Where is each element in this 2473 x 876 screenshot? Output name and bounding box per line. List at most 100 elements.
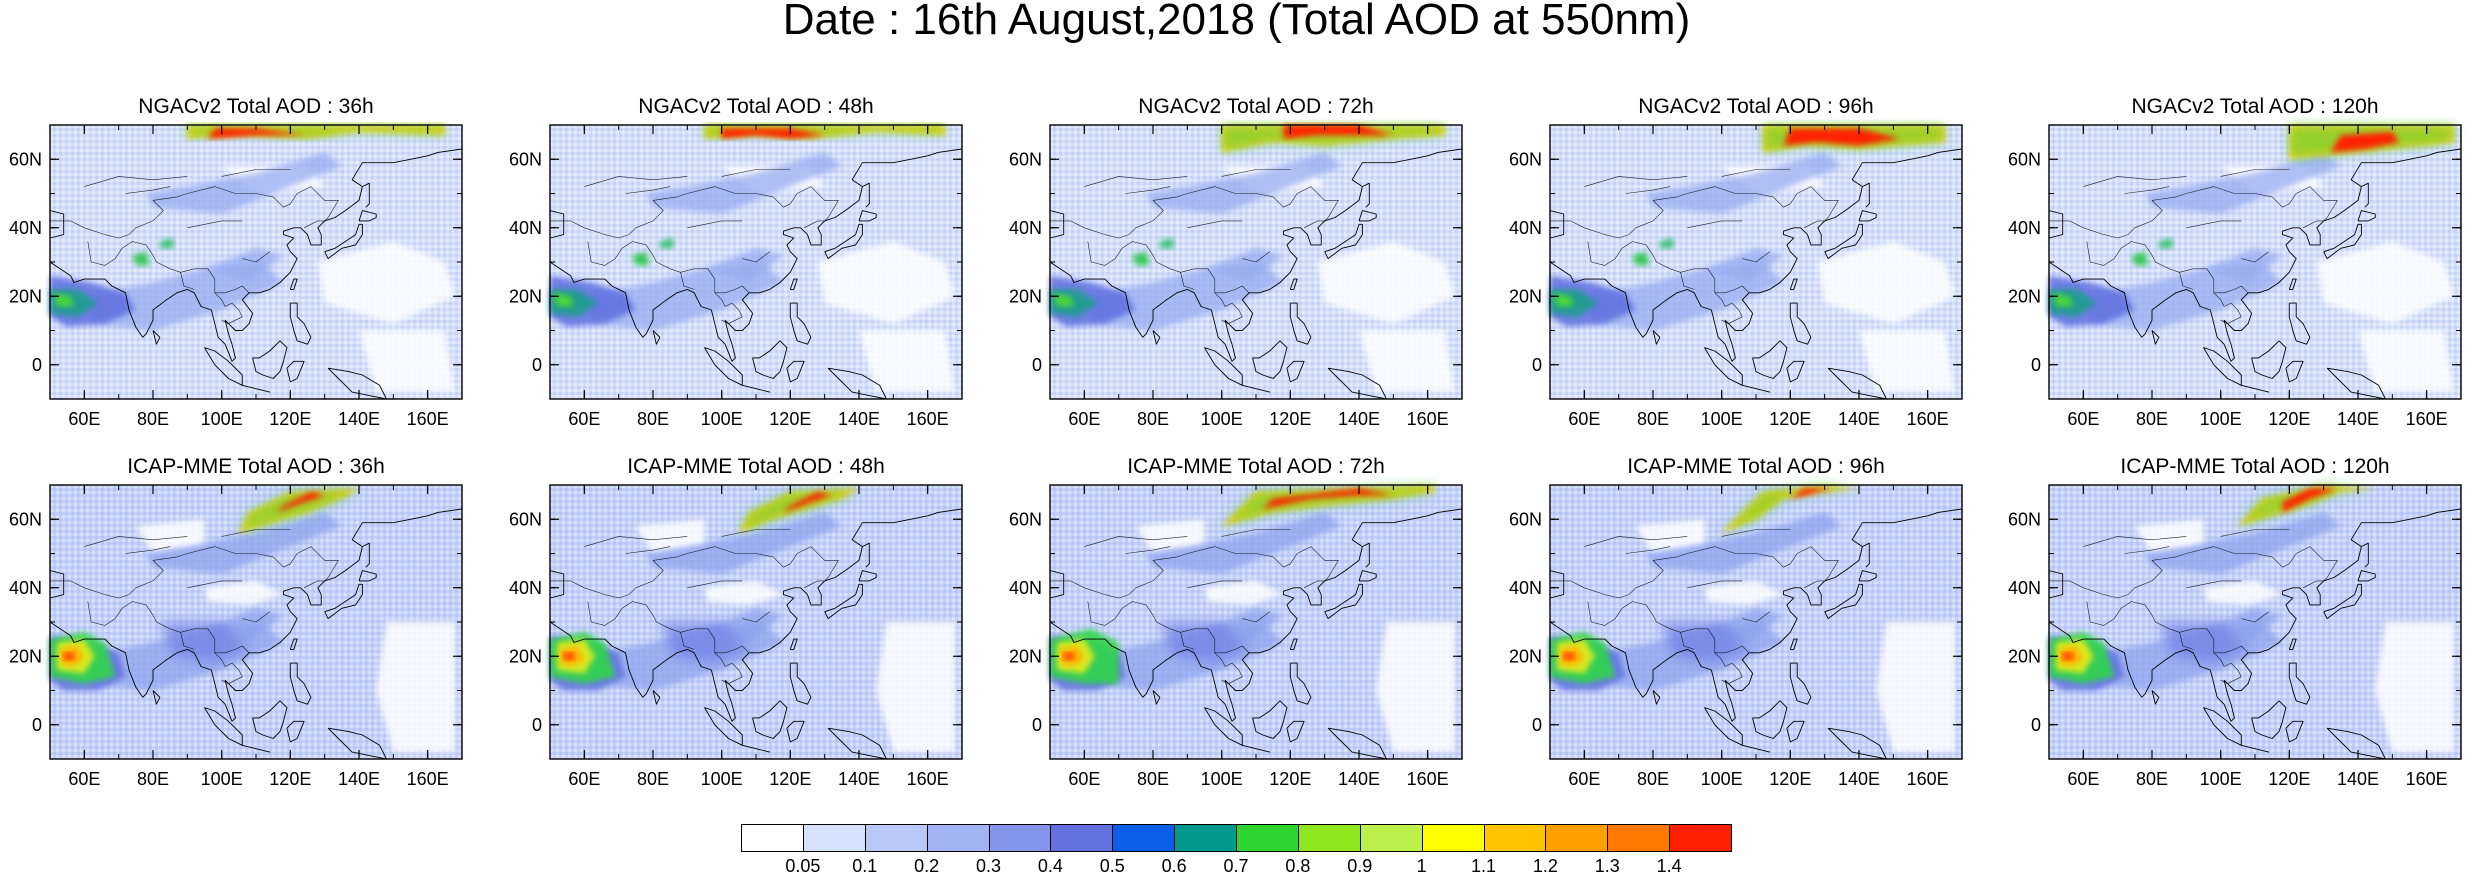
x-tick-label: 80E xyxy=(137,409,169,429)
y-tick-label: 40N xyxy=(1009,218,1042,238)
map-panel: NGACv2 Total AOD : 96h 60E 80E 100E 120E 140E… xyxy=(1509,95,1963,429)
y-tick-label: 60N xyxy=(9,509,42,529)
panel-title: ICAP-MME Total AOD : 96h xyxy=(1627,455,1885,478)
y-tick-label: 0 xyxy=(32,715,42,735)
y-tick-label: 40N xyxy=(509,218,542,238)
x-tick-label: 140E xyxy=(2337,769,2379,789)
x-tick-label: 100E xyxy=(201,769,243,789)
x-tick-label: 100E xyxy=(1701,769,1743,789)
x-tick-label: 140E xyxy=(338,769,380,789)
y-tick-label: 20N xyxy=(509,646,542,666)
x-tick-label: 60E xyxy=(2067,409,2099,429)
y-tick-label: 60N xyxy=(2008,149,2041,169)
aod-map: 60E 80E 100E 120E 140E 160E 60N 40N 20N 0 xyxy=(1009,484,1463,789)
colorbar-swatch xyxy=(1174,824,1237,852)
colorbar-label: 1.1 xyxy=(1470,856,1497,876)
x-tick-label: 60E xyxy=(1068,409,1100,429)
map-panel: ICAP-MME Total AOD : 72h 60E 80E 100E 120E 14… xyxy=(1009,455,1463,789)
x-tick-label: 120E xyxy=(1269,409,1311,429)
x-tick-label: 60E xyxy=(68,409,100,429)
y-tick-label: 0 xyxy=(32,355,42,375)
colorbar-label: 1.3 xyxy=(1594,856,1620,876)
y-tick-label: 40N xyxy=(9,578,42,598)
colorbar-swatch xyxy=(1359,824,1423,852)
map-panel: ICAP-MME Total AOD : 48h 60E 80E 100E 120E 14… xyxy=(509,455,963,789)
x-tick-label: 160E xyxy=(407,409,449,429)
x-tick-label: 120E xyxy=(1269,769,1311,789)
y-tick-label: 0 xyxy=(1532,715,1542,735)
x-tick-label: 160E xyxy=(1907,769,1949,789)
y-tick-label: 40N xyxy=(1509,218,1542,238)
x-tick-label: 140E xyxy=(1838,769,1880,789)
x-tick-label: 100E xyxy=(701,409,743,429)
aod-map: 60E 80E 100E 120E 140E 160E 60N 40N 20N 0 xyxy=(509,484,963,789)
x-tick-label: 160E xyxy=(907,409,949,429)
x-tick-label: 160E xyxy=(1407,769,1449,789)
colorbar-swatch xyxy=(741,824,804,852)
y-tick-label: 0 xyxy=(1032,715,1042,735)
y-tick-label: 20N xyxy=(1009,286,1042,306)
colorbar-swatch xyxy=(1483,824,1547,852)
colorbar-swatch xyxy=(926,824,990,852)
map-panel: NGACv2 Total AOD : 36h 60E 80E 100E 120E 140E… xyxy=(9,95,463,429)
panel-title: ICAP-MME Total AOD : 72h xyxy=(1127,455,1385,478)
map-panel: ICAP-MME Total AOD : 96h 60E 80E 100E 120E 14… xyxy=(1509,455,1963,789)
x-tick-label: 80E xyxy=(2136,769,2168,789)
aod-map: 60E 80E 100E 120E 140E 160E 60N 40N 20N 0 xyxy=(1009,124,1463,429)
y-tick-label: 60N xyxy=(1009,149,1042,169)
colorbar-swatch xyxy=(1050,824,1114,852)
map-panel: NGACv2 Total AOD : 72h 60E 80E 100E 120E 140E… xyxy=(1009,95,1463,429)
x-tick-label: 120E xyxy=(1769,769,1811,789)
x-tick-label: 120E xyxy=(1769,409,1811,429)
x-tick-label: 100E xyxy=(201,409,243,429)
x-tick-label: 120E xyxy=(2268,409,2310,429)
x-tick-label: 60E xyxy=(1068,769,1100,789)
colorbar-swatch xyxy=(1112,824,1176,852)
aod-map: 60E 80E 100E 120E 140E 160E 60N 40N 20N 0 xyxy=(1509,124,1963,429)
x-tick-label: 140E xyxy=(838,769,880,789)
x-tick-label: 160E xyxy=(1407,409,1449,429)
colorbar-swatch xyxy=(1545,824,1609,852)
panel-title: NGACv2 Total AOD : 48h xyxy=(638,95,874,118)
x-tick-label: 100E xyxy=(2200,769,2242,789)
x-tick-label: 80E xyxy=(1637,409,1669,429)
x-tick-label: 160E xyxy=(2406,409,2448,429)
colorbar-label: 0.8 xyxy=(1285,856,1311,876)
x-tick-label: 100E xyxy=(1201,409,1243,429)
x-tick-label: 120E xyxy=(769,769,811,789)
x-tick-label: 80E xyxy=(2136,409,2168,429)
y-tick-label: 40N xyxy=(2008,218,2041,238)
x-tick-label: 140E xyxy=(838,409,880,429)
y-tick-label: 40N xyxy=(9,218,42,238)
y-tick-label: 20N xyxy=(9,646,42,666)
x-tick-label: 80E xyxy=(1137,409,1169,429)
aod-map: 60E 80E 100E 120E 140E 160E 60N 40N 20N 0 xyxy=(2008,124,2462,429)
colorbar-label: 1.4 xyxy=(1656,856,1682,876)
y-tick-label: 20N xyxy=(509,286,542,306)
x-tick-label: 60E xyxy=(1568,409,1600,429)
colorbar-label: 0.1 xyxy=(852,856,878,876)
x-tick-label: 80E xyxy=(1637,769,1669,789)
y-tick-label: 60N xyxy=(509,149,542,169)
colorbar-swatch xyxy=(1607,824,1671,852)
colorbar-swatch xyxy=(988,824,1052,852)
colorbar-swatch xyxy=(864,824,928,852)
panel-title: NGACv2 Total AOD : 36h xyxy=(138,95,374,118)
x-tick-label: 120E xyxy=(769,409,811,429)
x-tick-label: 80E xyxy=(1137,769,1169,789)
x-tick-label: 140E xyxy=(2337,409,2379,429)
aod-map: 60E 80E 100E 120E 140E 160E 60N 40N 20N 0 xyxy=(509,124,963,429)
y-tick-label: 60N xyxy=(1509,149,1542,169)
colorbar-label: 0.7 xyxy=(1223,856,1249,876)
panel-title: NGACv2 Total AOD : 120h xyxy=(2131,95,2379,118)
x-tick-label: 100E xyxy=(1701,409,1743,429)
map-panel: NGACv2 Total AOD : 120h 60E 80E 100E 120E 140… xyxy=(2008,95,2462,429)
y-tick-label: 40N xyxy=(1509,578,1542,598)
aod-map: 60E 80E 100E 120E 140E 160E 60N 40N 20N 0 xyxy=(2008,484,2462,789)
y-tick-label: 0 xyxy=(2031,355,2041,375)
colorbar-swatch xyxy=(1421,824,1485,852)
colorbar-legend: 0.05 0.1 0.2 0.3 0.4 0.5 0.6 0.7 0.8 0.9 1 1.1 1.2 1.… xyxy=(741,824,1732,876)
x-tick-label: 60E xyxy=(2067,769,2099,789)
y-tick-label: 20N xyxy=(9,286,42,306)
y-tick-label: 20N xyxy=(1509,646,1542,666)
